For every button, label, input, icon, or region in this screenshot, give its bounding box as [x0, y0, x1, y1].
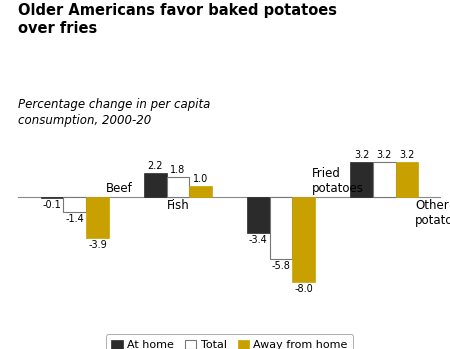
Bar [292, 196, 315, 282]
Text: -3.4: -3.4 [249, 235, 268, 245]
Text: 3.2: 3.2 [354, 150, 369, 160]
Bar [396, 162, 419, 196]
Text: 2.2: 2.2 [148, 161, 163, 171]
Bar [270, 196, 293, 259]
Text: -3.9: -3.9 [88, 240, 107, 251]
Text: -1.4: -1.4 [65, 214, 84, 224]
Bar [63, 196, 86, 211]
Text: Beef: Beef [106, 182, 132, 195]
Bar [40, 196, 63, 198]
Text: 3.2: 3.2 [377, 150, 392, 160]
Text: Percentage change in per capita
consumption, 2000-20: Percentage change in per capita consumpt… [18, 98, 211, 127]
Bar [350, 162, 373, 196]
Bar [189, 186, 212, 196]
Text: 1.0: 1.0 [193, 174, 208, 184]
Bar [247, 196, 270, 233]
Text: 1.8: 1.8 [170, 165, 185, 175]
Text: -8.0: -8.0 [294, 284, 313, 294]
Bar [373, 162, 396, 196]
Text: Other
potatoes: Other potatoes [415, 199, 450, 227]
Text: -5.8: -5.8 [272, 261, 291, 271]
Text: Fish: Fish [166, 199, 189, 212]
Bar [166, 177, 189, 196]
Text: -0.1: -0.1 [43, 200, 61, 210]
Text: 3.2: 3.2 [399, 150, 414, 160]
Bar [144, 173, 166, 196]
Legend: At home, Total, Away from home: At home, Total, Away from home [106, 334, 353, 349]
Bar [86, 196, 109, 238]
Text: Fried
potatoes: Fried potatoes [312, 167, 364, 195]
Text: Older Americans favor baked potatoes
over fries: Older Americans favor baked potatoes ove… [18, 3, 337, 36]
